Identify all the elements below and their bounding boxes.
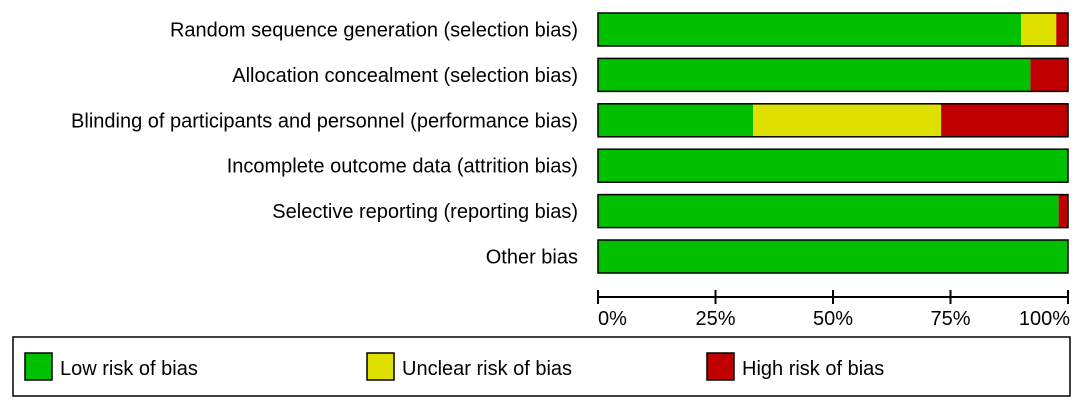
x-tick-label: 100% <box>1019 308 1070 330</box>
bar-segment-high <box>1056 13 1068 46</box>
legend-label: Low risk of bias <box>60 358 198 380</box>
bar-outline <box>597 148 1069 183</box>
bar-segment-high <box>1030 58 1068 92</box>
bar-outline <box>597 193 1069 229</box>
bar-segment-unclear <box>753 103 942 137</box>
category-label: Random sequence generation (selection bi… <box>170 20 578 42</box>
bar-segment-low <box>598 13 1021 46</box>
x-tick-label: 50% <box>813 308 853 330</box>
bar-segment-low <box>598 149 1068 183</box>
category-labels: Random sequence generation (selection bi… <box>71 20 578 269</box>
x-tick-label: 75% <box>930 308 970 330</box>
stacked-bars <box>597 12 1069 274</box>
x-tick-label: 0% <box>598 308 627 330</box>
bar-segment-low <box>598 194 1059 228</box>
bar-segment-high <box>1058 194 1068 228</box>
category-label: Other bias <box>486 247 578 269</box>
category-label: Selective reporting (reporting bias) <box>272 201 578 223</box>
legend-swatch <box>24 352 53 381</box>
legend-label: Unclear risk of bias <box>402 358 572 380</box>
bar-outline <box>597 239 1069 274</box>
x-tick-label: 25% <box>695 308 735 330</box>
category-label: Allocation concealment (selection bias) <box>232 65 578 87</box>
bar-outline <box>597 12 1069 47</box>
legend-label: High risk of bias <box>742 358 884 380</box>
bar-outline <box>597 103 1069 138</box>
x-axis: 0% 25% 50% 75% 100% <box>597 290 1070 330</box>
category-label: Blinding of participants and personnel (… <box>71 110 578 132</box>
bar-segment-low <box>598 240 1068 273</box>
legend-box <box>12 336 1071 397</box>
bar-segment-low <box>598 103 754 137</box>
bar-segment-unclear <box>1021 13 1057 46</box>
legend: Low risk of bias Unclear risk of bias High… <box>12 336 1071 397</box>
bar-segment-high <box>941 103 1068 137</box>
bar-segment-low <box>598 58 1031 92</box>
bar-outline <box>597 57 1069 93</box>
legend-swatch <box>706 352 735 381</box>
category-label: Incomplete outcome data (attrition bias) <box>227 156 578 178</box>
legend-swatch <box>366 352 395 381</box>
